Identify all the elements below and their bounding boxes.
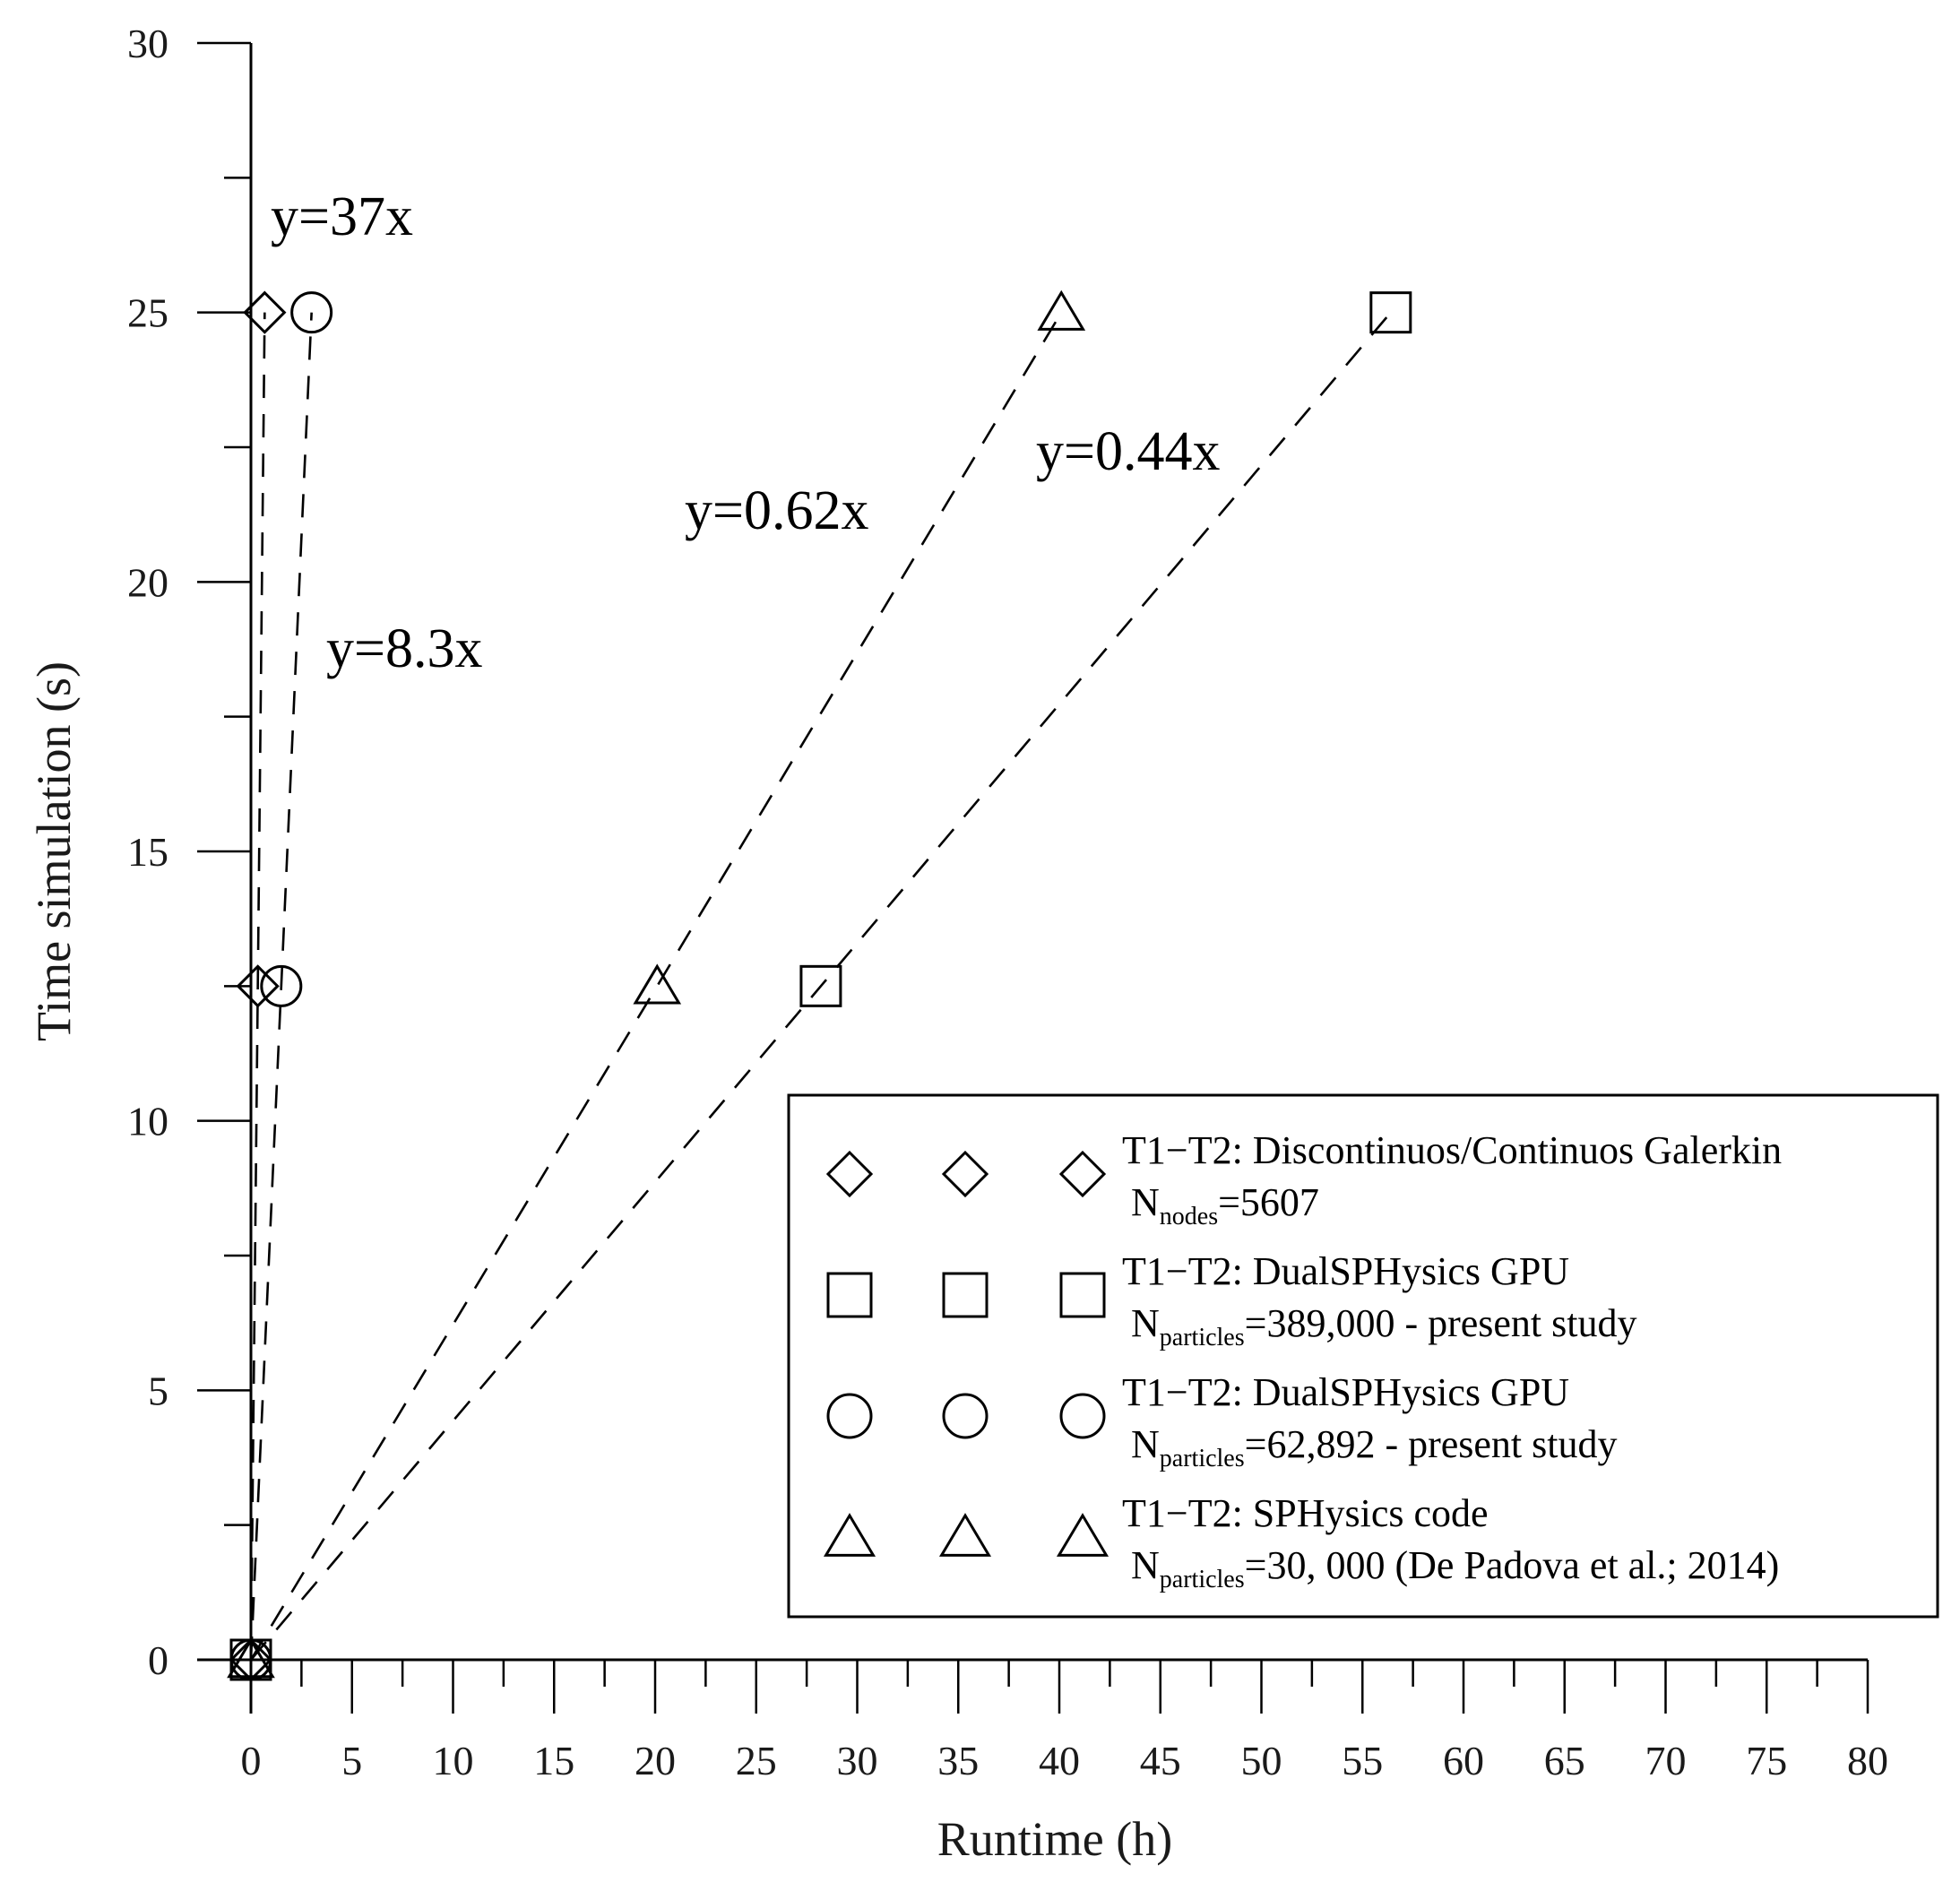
y-tick-label: 5 — [148, 1368, 168, 1413]
legend-square-icon — [942, 1272, 989, 1318]
x-tick-label: 70 — [1645, 1738, 1687, 1783]
legend-value: =30, 000 (De Padova et al.; 2014) — [1245, 1543, 1780, 1587]
square-point — [1369, 291, 1412, 334]
legend-diamond-icon — [1058, 1150, 1107, 1198]
triangle-point — [227, 1637, 275, 1679]
diamond-fit-label: y=37x — [271, 186, 413, 247]
x-tick-label: 45 — [1140, 1738, 1181, 1783]
x-tick-label: 10 — [433, 1738, 474, 1783]
x-tick-label: 30 — [837, 1738, 878, 1783]
legend-subscript: particles — [1160, 1445, 1245, 1472]
x-tick-label: 15 — [533, 1738, 574, 1783]
legend-n-symbol: N — [1131, 1422, 1160, 1466]
y-axis-title: Time simulation (s) — [27, 661, 81, 1041]
legend-subscript: nodes — [1160, 1203, 1218, 1230]
legend-circle-icon — [826, 1393, 873, 1439]
triangle-point — [633, 963, 682, 1005]
diamond-fit-line — [249, 312, 266, 1661]
legend-square-icon — [826, 1272, 873, 1318]
x-tick-label: 0 — [241, 1738, 262, 1783]
legend: T1−T2: Discontinuos/Continuos Galerkin Nn… — [787, 1093, 1939, 1619]
x-tick-label: 60 — [1443, 1738, 1484, 1783]
legend-n-symbol: N — [1131, 1543, 1160, 1587]
x-tick-label: 25 — [736, 1738, 777, 1783]
x-tick-label: 65 — [1544, 1738, 1585, 1783]
circle-point — [260, 964, 303, 1007]
x-tick-label: 35 — [937, 1738, 979, 1783]
legend-label-line2: Nparticles=62,892 - present study — [1131, 1422, 1618, 1472]
x-tick-label: 75 — [1746, 1738, 1787, 1783]
fit-labels: y=37x y=0.44x y=8.3x y=0.62x — [271, 186, 1220, 679]
legend-circle-icon — [942, 1393, 989, 1439]
y-tick-label: 15 — [127, 829, 168, 875]
x-axis-title: Runtime (h) — [937, 1812, 1172, 1866]
triangle-fit-label: y=0.62x — [685, 480, 868, 541]
square-fit-line — [250, 311, 1392, 1661]
legend-diamond-icon — [941, 1150, 989, 1198]
x-tick-label: 20 — [635, 1738, 676, 1783]
x-tick-label: 55 — [1342, 1738, 1383, 1783]
y-tick-label: 30 — [127, 21, 168, 66]
triangle-fit-line — [249, 311, 1063, 1661]
legend-diamond-icon — [825, 1150, 874, 1198]
legend-n-symbol: N — [1131, 1180, 1160, 1224]
legend-label-line2: Nparticles=389,000 - present study — [1131, 1301, 1637, 1351]
x-tick-label: 5 — [341, 1738, 362, 1783]
triangle-point — [1037, 289, 1086, 331]
legend-square-icon — [1059, 1272, 1106, 1318]
legend-value: =5607 — [1218, 1180, 1319, 1224]
legend-subscript: particles — [1160, 1324, 1245, 1351]
legend-label-line2: Nnodes=5607 — [1131, 1180, 1319, 1230]
axes: 0 5 10 15 20 25 30 35 40 45 50 55 60 65 70 75 80 0 5 10 15 20… — [127, 21, 1888, 1783]
x-tick-label: 80 — [1847, 1738, 1888, 1783]
data-points — [227, 289, 1412, 1682]
legend-label-line1: T1−T2: Discontinuos/Continuos Galerkin — [1122, 1128, 1782, 1172]
y-tick-label: 25 — [127, 290, 168, 336]
circle-fit-line — [249, 312, 313, 1661]
legend-box — [787, 1093, 1939, 1619]
legend-value: =389,000 - present study — [1245, 1301, 1637, 1345]
legend-triangle-icon — [1056, 1513, 1110, 1557]
legend-value: =62,892 - present study — [1245, 1422, 1618, 1466]
legend-n-symbol: N — [1131, 1301, 1160, 1345]
diamond-point — [236, 964, 280, 1008]
diamond-point — [243, 290, 287, 334]
legend-label-line1: T1−T2: DualSPHysics GPU — [1122, 1249, 1569, 1293]
legend-label-line1: T1−T2: SPHysics code — [1122, 1491, 1489, 1535]
circle-fit-label: y=8.3x — [326, 618, 482, 679]
y-tick-label: 10 — [127, 1099, 168, 1144]
square-point — [799, 964, 842, 1007]
legend-circle-icon — [1059, 1393, 1106, 1439]
legend-subscript: particles — [1160, 1566, 1245, 1593]
y-tick-label: 20 — [127, 559, 168, 605]
legend-triangle-icon — [823, 1513, 876, 1557]
fit-lines — [249, 311, 1392, 1661]
legend-triangle-icon — [938, 1513, 992, 1557]
y-tick-label: 0 — [148, 1637, 168, 1683]
circle-point — [290, 291, 333, 334]
legend-label-line2: Nparticles=30, 000 (De Padova et al.; 20… — [1131, 1543, 1779, 1593]
square-fit-label: y=0.44x — [1036, 421, 1220, 482]
legend-label-line1: T1−T2: DualSPHysics GPU — [1122, 1370, 1569, 1414]
x-tick-label: 40 — [1039, 1738, 1080, 1783]
x-tick-label: 50 — [1241, 1738, 1282, 1783]
